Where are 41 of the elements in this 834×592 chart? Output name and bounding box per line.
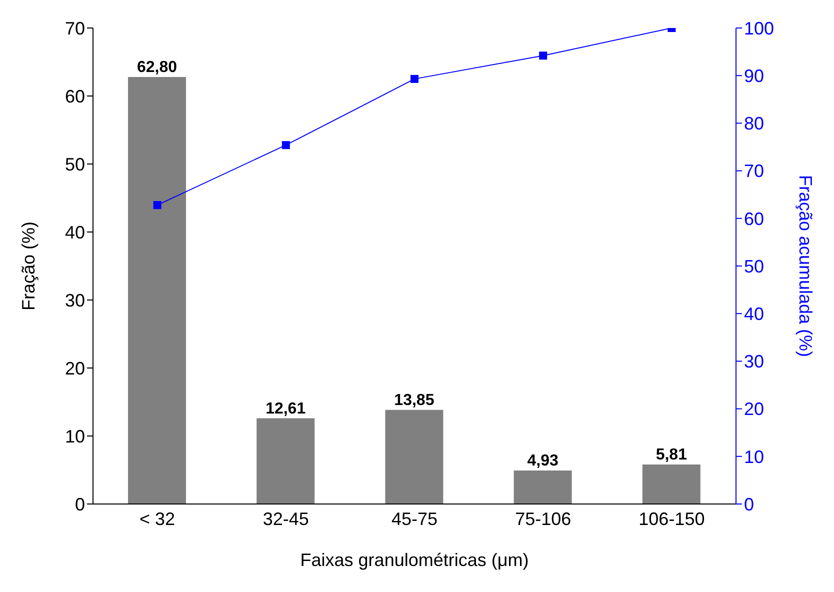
- y2-tick-label: 0: [744, 494, 754, 514]
- y2-tick-label: 60: [744, 208, 764, 229]
- y2-tick-label: 10: [744, 446, 764, 467]
- bar: [256, 418, 315, 504]
- data-label: 62,80: [136, 58, 178, 76]
- y-tick-label: 10: [64, 426, 85, 446]
- y2-tick-label: 30: [744, 352, 764, 372]
- x-tick-label: 32-45: [262, 508, 309, 529]
- x-tick-label: 75-106: [515, 508, 572, 529]
- x-tick-label: 45-75: [391, 508, 438, 529]
- y-axis-title: Fração (%): [18, 221, 38, 311]
- data-label: 4,93: [527, 452, 558, 470]
- y-tick-label: 30: [64, 290, 85, 310]
- y2-tick-label: 100: [744, 18, 774, 38]
- y-tick-label: 60: [64, 86, 85, 106]
- x-tick-label: 106-150: [638, 508, 705, 529]
- point: [410, 74, 418, 83]
- data-label: 12,61: [266, 400, 306, 418]
- bar: [642, 464, 700, 504]
- point: [282, 141, 290, 150]
- bar: [514, 470, 572, 504]
- y-tick-label: 70: [64, 18, 85, 38]
- y2-axis-title: Fração acumulada (%): [796, 174, 816, 358]
- y2-tick-label: 90: [744, 66, 764, 86]
- x-tick-label: < 32: [140, 508, 176, 529]
- bar: [128, 76, 186, 504]
- y2-tick-label: 50: [744, 256, 764, 276]
- x-axis-title: Faixas granulométricas (μm): [300, 550, 529, 570]
- data-label: 5,81: [656, 446, 688, 464]
- data-label: 13,85: [394, 392, 434, 409]
- point: [153, 201, 162, 210]
- y-tick-label: 50: [64, 154, 85, 174]
- y-tick-label: 40: [64, 222, 85, 242]
- bar: [385, 410, 444, 504]
- y2-tick-label: 20: [744, 399, 764, 420]
- y-tick-label: 20: [64, 358, 85, 378]
- y2-tick-label: 40: [744, 304, 764, 324]
- y2-tick-label: 80: [744, 114, 764, 134]
- y2-tick-label: 70: [744, 161, 764, 182]
- y-tick-label: 0: [74, 494, 85, 514]
- point: [539, 52, 548, 60]
